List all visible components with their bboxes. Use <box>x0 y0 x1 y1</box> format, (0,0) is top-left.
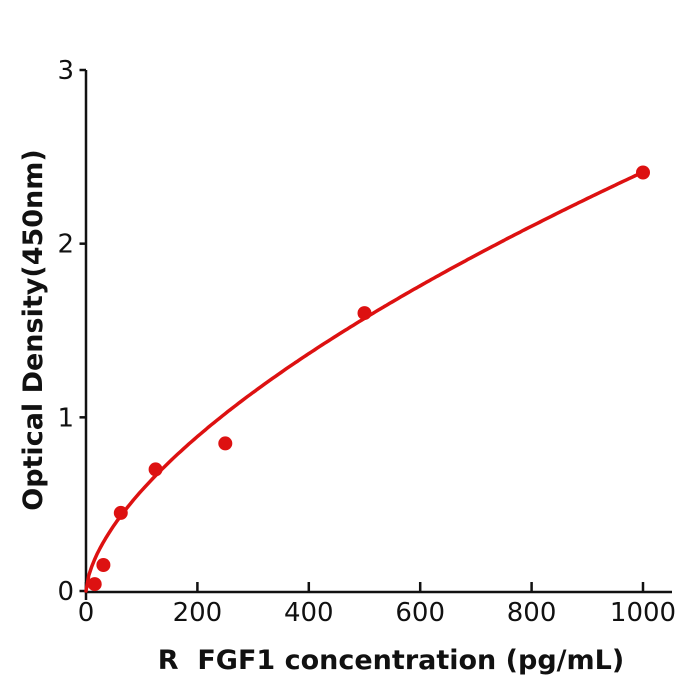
y-tick-label: 1 <box>57 403 74 433</box>
data-point-layer <box>87 165 650 592</box>
data-point <box>218 436 233 451</box>
data-point <box>636 165 650 180</box>
x-tick-label: 200 <box>173 598 223 628</box>
x-tick-label: 1000 <box>610 598 676 628</box>
x-axis-ticks: 0 200 400 600 800 1000 <box>78 582 676 628</box>
data-point <box>148 462 163 477</box>
data-point <box>113 505 128 520</box>
x-tick-label: 400 <box>284 598 334 628</box>
y-axis-ticks: 0 1 2 3 <box>57 56 86 607</box>
data-point <box>96 558 111 572</box>
x-tick-label: 600 <box>395 598 445 628</box>
y-tick-label: 2 <box>57 230 74 260</box>
x-axis-title: R FGF1 concentration (pg/mL) <box>158 645 624 676</box>
y-tick-label: 3 <box>57 56 74 86</box>
x-tick-label: 800 <box>507 598 557 628</box>
y-tick-label: 0 <box>57 577 74 607</box>
data-point <box>87 577 102 592</box>
axes-spines <box>84 70 672 600</box>
data-point <box>357 306 372 321</box>
fitted-curve <box>84 170 645 593</box>
fitted-curve-layer <box>84 170 645 593</box>
x-tick-label: 0 <box>78 598 95 628</box>
y-axis-title: Optical Density(450nm) <box>18 149 49 511</box>
